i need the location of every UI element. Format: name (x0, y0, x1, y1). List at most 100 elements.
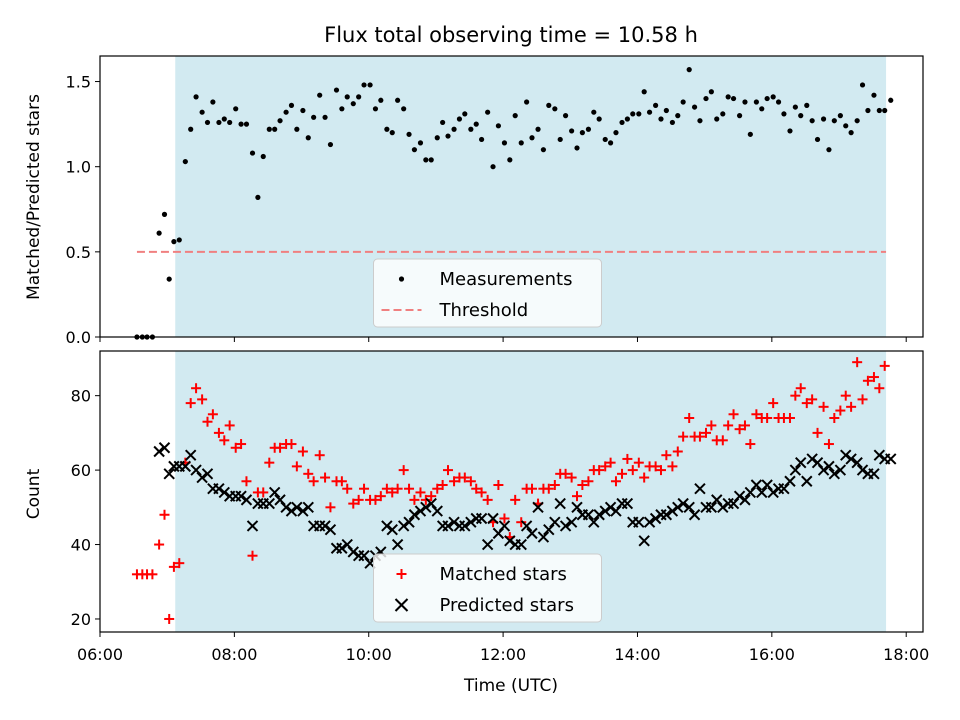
data-point-stroke (408, 509, 421, 521)
data-point-stroke (559, 520, 572, 532)
data-point (770, 94, 776, 100)
data-point (703, 95, 709, 102)
data-point-stroke (163, 468, 175, 480)
data-point (498, 520, 511, 532)
data-point (391, 538, 404, 551)
data-point-stroke (459, 520, 471, 532)
data-point (650, 461, 661, 472)
data-point (249, 150, 256, 156)
x-tick-label: 08:00 (211, 645, 257, 664)
legend-box (373, 553, 602, 623)
data-point (246, 520, 259, 532)
legend-label: Threshold (439, 300, 529, 321)
data-point (859, 82, 866, 88)
data-point (159, 509, 170, 520)
y-tick-label: 80 (71, 387, 91, 406)
data-point (691, 104, 698, 110)
data-point (876, 107, 882, 114)
data-point (235, 490, 247, 502)
data-point (504, 535, 516, 547)
data-point (288, 102, 295, 108)
data-point (627, 465, 638, 476)
data-point (613, 130, 619, 136)
data-point (406, 131, 412, 137)
data-point (258, 487, 269, 498)
data-point-stroke (431, 505, 443, 517)
data-point-stroke (520, 520, 533, 532)
data-point (512, 113, 518, 119)
data-point (781, 111, 787, 117)
data-point (700, 427, 711, 438)
data-point (643, 516, 656, 528)
data-point-stroke (213, 483, 225, 495)
data-point-stroke (179, 460, 192, 473)
data-point (485, 109, 491, 115)
data-point-stroke (633, 516, 645, 528)
data-point (817, 464, 830, 476)
data-point (297, 446, 308, 457)
data-point-stroke (341, 538, 353, 551)
series-predicted-stars (153, 442, 897, 569)
data-point-stroke (823, 460, 835, 473)
legend-box (373, 258, 602, 328)
data-point (730, 95, 737, 102)
series-measurements (134, 67, 894, 340)
data-point (266, 126, 272, 132)
data-point (591, 109, 597, 115)
data-point (851, 456, 863, 469)
data-point-stroke (582, 509, 595, 521)
plot-layer: 0.0 0.5 1.0 1.5 Measurements Threshold 20 40 60 8… (66, 55, 929, 664)
data-point-stroke (565, 516, 578, 528)
data-point (442, 520, 454, 532)
data-point (571, 501, 583, 514)
data-point (639, 472, 650, 483)
data-point (348, 498, 359, 509)
data-point-stroke (218, 486, 230, 499)
data-point-stroke (201, 468, 214, 480)
data-point (823, 460, 835, 473)
data-point (529, 135, 535, 141)
data-point (790, 390, 801, 401)
data-point (559, 520, 572, 532)
data-point-stroke (448, 516, 460, 528)
data-point (798, 113, 804, 119)
data-point (255, 194, 261, 200)
data-point (417, 140, 424, 146)
data-point-stroke (425, 497, 437, 510)
data-point (465, 516, 477, 528)
y-tick-label: 40 (71, 536, 91, 555)
data-point (333, 87, 340, 93)
data-point (577, 479, 588, 490)
data-point-stroke (386, 523, 398, 536)
data-point (218, 486, 230, 499)
data-point (176, 237, 182, 243)
data-point (837, 113, 843, 119)
data-point (347, 546, 359, 558)
legend-label: Measurements (440, 269, 573, 290)
data-point-stroke (717, 501, 729, 514)
data-point-stroke (828, 468, 841, 480)
data-point (230, 442, 241, 453)
data-point (633, 457, 644, 468)
data-point (807, 394, 818, 405)
data-point-stroke (442, 520, 454, 532)
data-point (339, 106, 345, 112)
data-point (201, 468, 214, 480)
data-point (280, 501, 292, 514)
data-point (675, 113, 681, 119)
data-point (431, 505, 443, 517)
series-matched-stars (131, 357, 890, 624)
data-point (350, 101, 356, 107)
data-point (546, 102, 552, 108)
data-point (812, 427, 823, 438)
data-point (764, 95, 770, 102)
data-point (409, 494, 420, 505)
data-point (593, 509, 605, 521)
data-point-stroke (688, 509, 701, 521)
data-point-stroke (196, 471, 208, 484)
data-point (356, 94, 362, 100)
data-point (445, 133, 451, 139)
data-point (420, 501, 432, 514)
data-point (549, 479, 560, 490)
data-point (147, 569, 158, 580)
